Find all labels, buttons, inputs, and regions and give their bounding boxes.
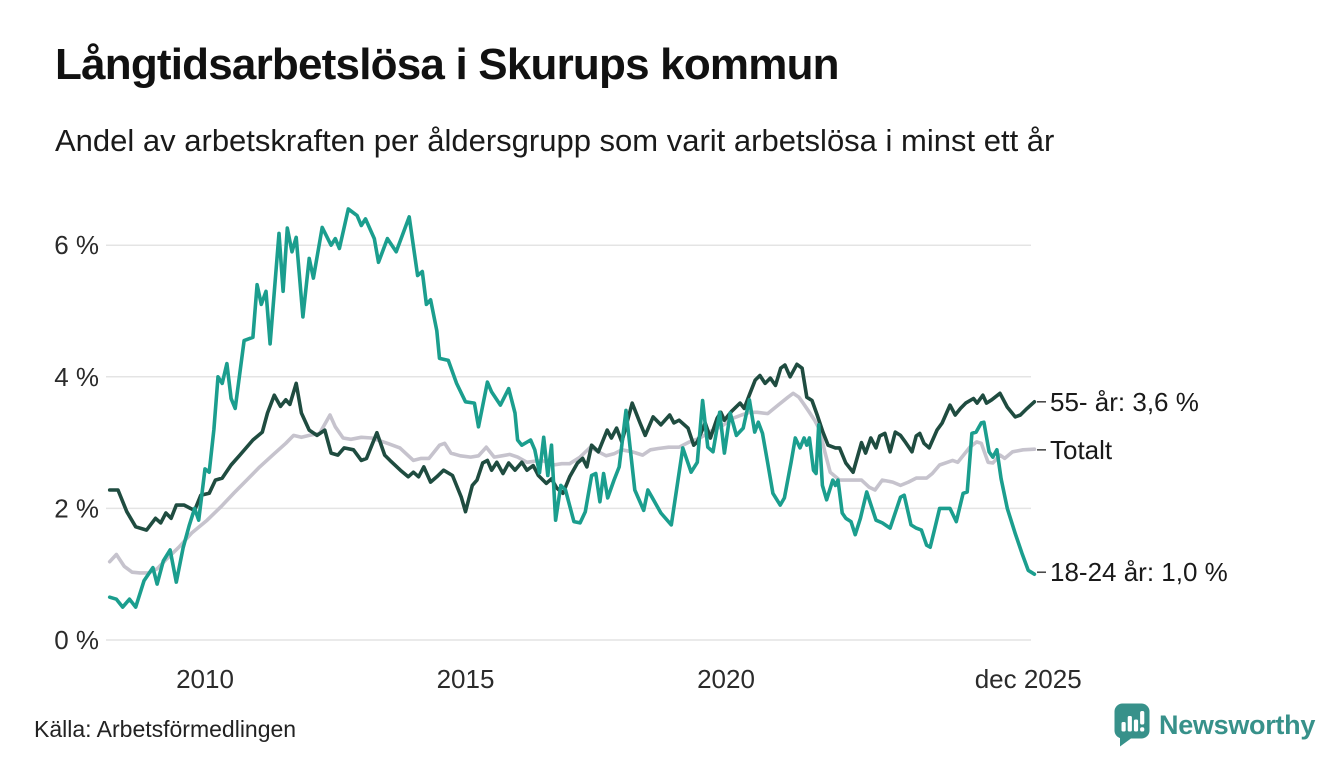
y-axis-label: 4 % — [54, 362, 99, 392]
newsworthy-icon — [1114, 703, 1150, 747]
chart-subtitle: Andel av arbetskraften per åldersgrupp s… — [55, 123, 1055, 158]
source-note: Källa: Arbetsförmedlingen — [34, 716, 297, 742]
end-label-55-ar: 55- år: 3,6 % — [1050, 387, 1199, 417]
x-axis-label: dec 2025 — [975, 664, 1082, 694]
end-label-18-24-ar: 18-24 år: 1,0 % — [1050, 557, 1228, 587]
x-axis-label: 2010 — [176, 664, 234, 694]
y-axis-label: 0 % — [54, 625, 99, 655]
page-title: Långtidsarbetslösa i Skurups kommun — [55, 40, 840, 89]
series-line-18-24-ar — [107, 207, 1037, 609]
y-axis-label: 6 % — [54, 230, 99, 260]
end-label-totalt: Totalt — [1050, 435, 1113, 465]
y-axis-label: 2 % — [54, 493, 99, 523]
x-axis-label: 2015 — [437, 664, 495, 694]
series-line-55-ar — [107, 362, 1037, 532]
series-line-totalt — [107, 391, 1037, 575]
x-axis-label: 2020 — [697, 664, 755, 694]
newsworthy-logo: Newsworthy — [1113, 703, 1315, 747]
newsworthy-wordmark: Newsworthy — [1159, 709, 1316, 740]
